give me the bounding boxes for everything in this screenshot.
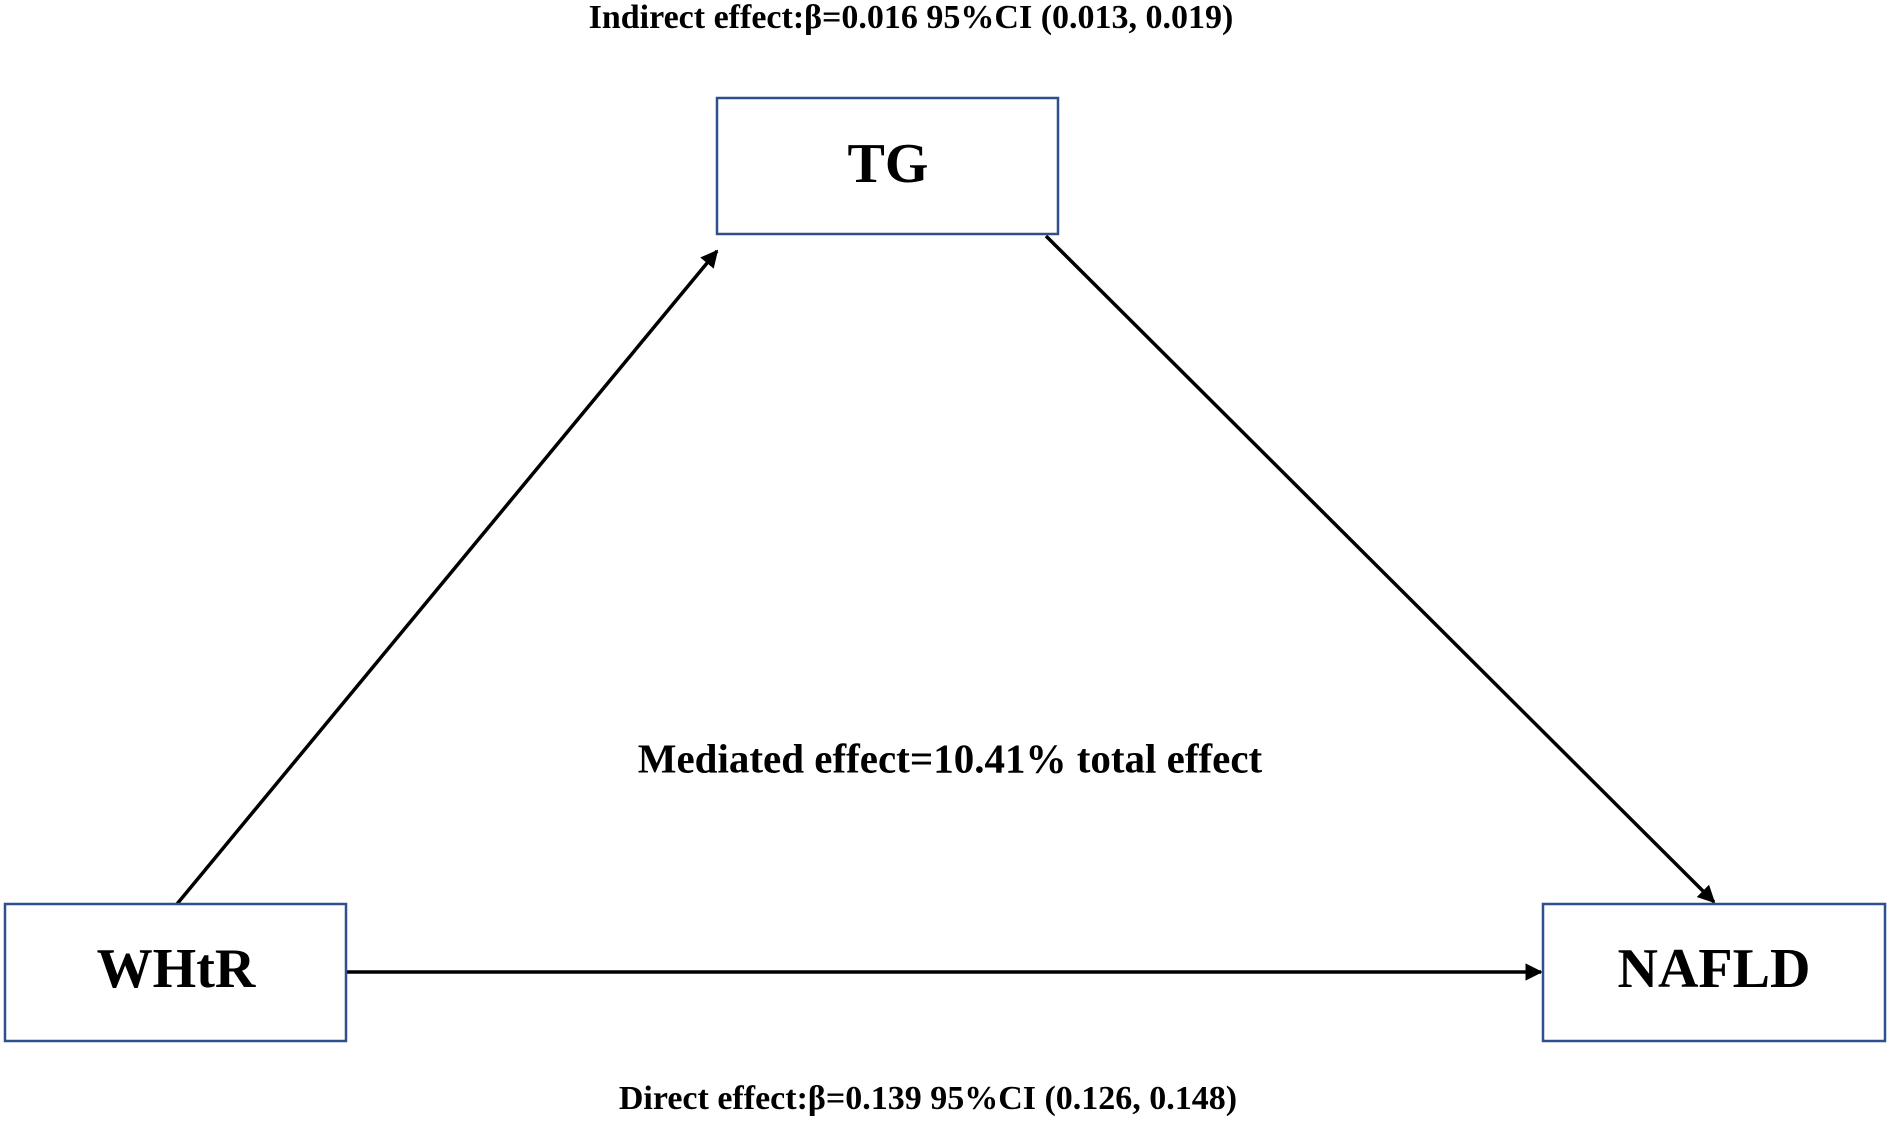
node-label: NAFLD <box>1618 938 1811 1000</box>
node-box <box>1541 902 1887 1043</box>
node-box <box>3 902 348 1043</box>
indirect-effect: Indirect effect:β=0.016 95%CI (0.013, 0.… <box>589 0 1234 36</box>
direct-effect: Direct effect:β=0.139 95%CI (0.126, 0.14… <box>619 1080 1237 1117</box>
node-box <box>715 96 1060 236</box>
arrow-tg-nafld <box>1044 234 1716 904</box>
node-label: TG <box>848 133 929 195</box>
mediated-effect: Mediated effect=10.41% total effect <box>638 735 1263 781</box>
arrow-whtr-tg <box>175 249 719 906</box>
node-label: WHtR <box>97 938 256 1000</box>
